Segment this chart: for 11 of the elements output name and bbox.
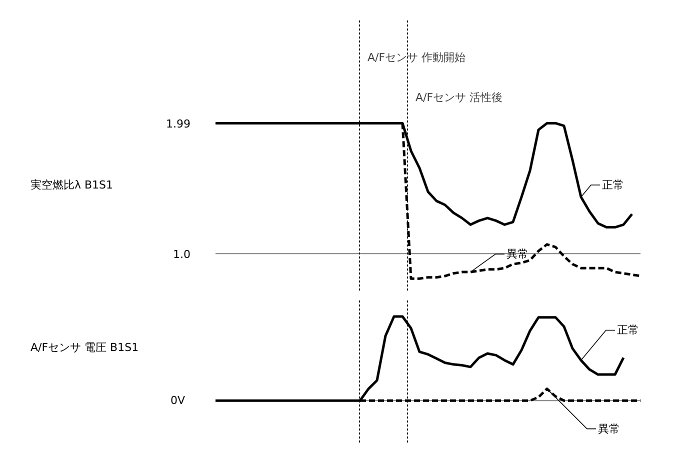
y-axis-title: 実空燃比λ B1S1 — [30, 178, 114, 192]
annotation: A/Fセンサ 作動開始 — [368, 51, 466, 64]
series-label: 異常 — [598, 422, 620, 436]
series-label: 正常 — [617, 324, 639, 337]
text: 0V — [170, 394, 186, 408]
y-axis-title: A/Fセンサ 電圧 B1S1 — [30, 341, 139, 354]
series-label: 異常 — [506, 248, 528, 261]
y-tick-label: 1.0 — [173, 248, 191, 262]
legend-label: 正常 — [602, 178, 624, 192]
y-tick-label: 1.99 — [166, 118, 191, 131]
annotation: A/Fセンサ 活性後 — [416, 91, 503, 104]
